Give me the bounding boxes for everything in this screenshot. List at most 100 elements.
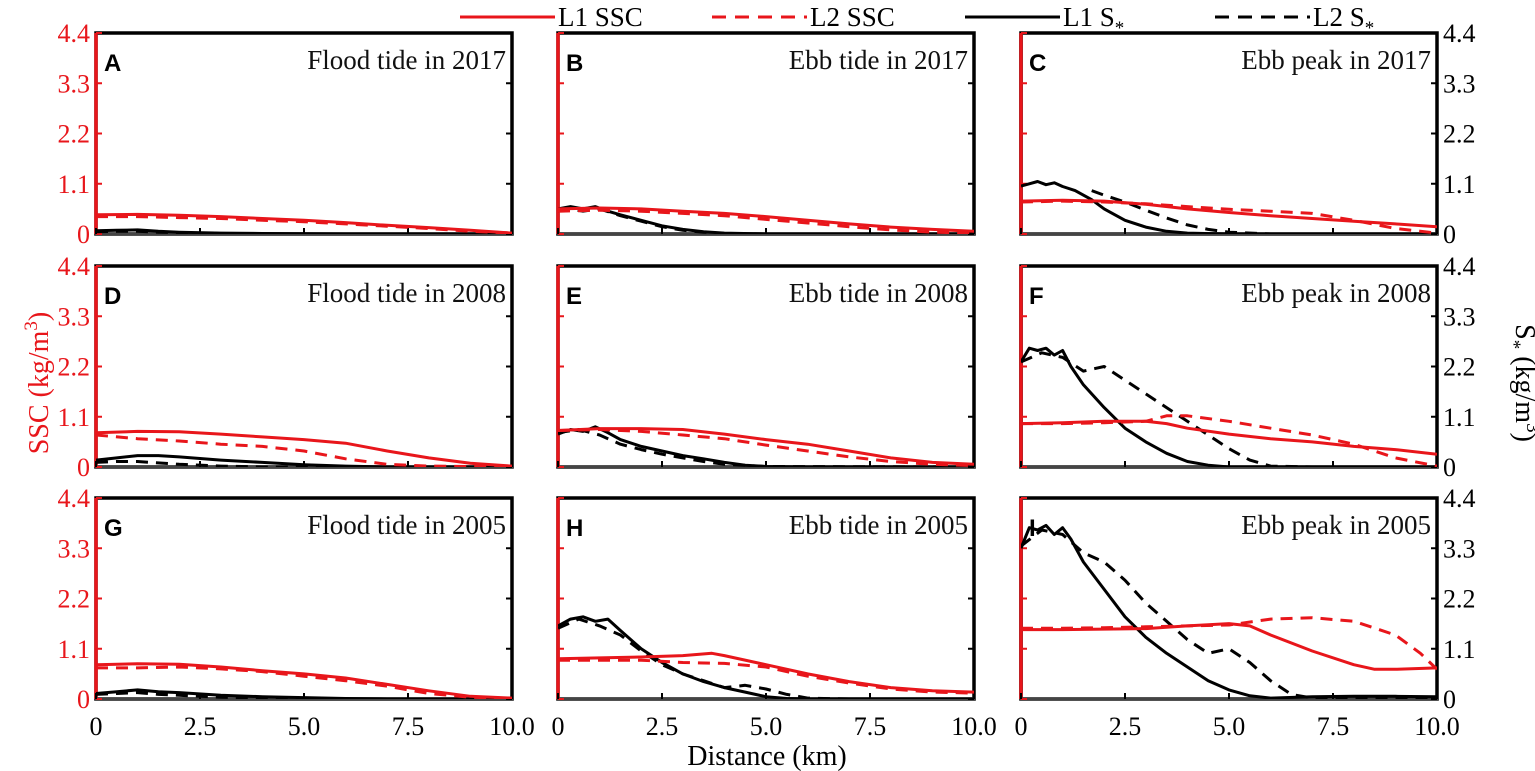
x-tick-label: 0: [552, 712, 565, 741]
y-tick-label-right: 1.1: [1443, 403, 1476, 432]
y-tick-label-right: 4.4: [1443, 252, 1476, 281]
panel-letter: A: [104, 50, 121, 77]
series-l1-sstar: [1021, 180, 1437, 234]
series-l2-ssc: [558, 208, 974, 234]
x-tick-label: 7.5: [1317, 712, 1350, 741]
x-tick-label: 2.5: [1109, 712, 1142, 741]
y-tick-label-right: 3.3: [1443, 302, 1476, 331]
panel-title: Ebb tide in 2005: [789, 510, 968, 540]
series-l2-sstar: [1021, 528, 1437, 699]
series-l2-sstar: [96, 229, 512, 234]
x-tick-label: 7.5: [854, 712, 887, 741]
panel-title: Ebb peak in 2005: [1241, 510, 1431, 540]
legend-label: L2 S*: [1313, 2, 1374, 39]
series-l2-sstar: [558, 617, 974, 699]
y-tick-label-right: 2.2: [1443, 353, 1476, 382]
y-tick-label-left: 2.2: [58, 120, 91, 149]
x-tick-label: 0: [1015, 712, 1028, 741]
series-l1-ssc: [96, 212, 512, 234]
series-l1-ssc: [96, 662, 512, 699]
y-tick-label-right: 2.2: [1443, 585, 1476, 614]
legend-label: L1 SSC: [558, 2, 643, 32]
series-l2-ssc: [96, 665, 512, 699]
y-tick-label-right: 4.4: [1443, 484, 1476, 513]
panel-letter: C: [1029, 50, 1046, 77]
series-l1-ssc: [558, 427, 974, 466]
y-tick-label-left: 0: [77, 220, 90, 249]
y-tick-label-right: 1.1: [1443, 635, 1476, 664]
panels: 0 1.1 2.2 3.3 4.4 A Flood tide in 2017 B Ebb tid…: [58, 19, 1476, 741]
y-tick-label-right: 2.2: [1443, 120, 1476, 149]
series-l1-sstar: [1021, 346, 1437, 467]
x-axis-title: Distance (km): [687, 741, 846, 771]
panel-h: 0 2.5 5.0 7.5 10.0 H Ebb tide in 2005: [552, 496, 997, 741]
x-tick-label: 2.5: [646, 712, 679, 741]
y-tick-label-left: 4.4: [58, 252, 91, 281]
series-l1-sstar: [1021, 523, 1437, 699]
series-l2-sstar: [96, 460, 512, 467]
panel-letter: B: [566, 50, 583, 77]
series-l2-ssc: [558, 428, 974, 467]
panel-title: Flood tide in 2017: [307, 45, 506, 75]
panel-letter: F: [1029, 283, 1044, 310]
series-l1-ssc: [96, 429, 512, 467]
panel-i: 0 1.1 2.2 3.3 4.4 0 2.5 5.0 7.5 10.0 I Ebb peak in …: [1015, 484, 1476, 741]
panel-title: Flood tide in 2008: [307, 278, 506, 308]
x-tick-label: 10.0: [489, 712, 535, 741]
y-tick-label-left: 3.3: [58, 534, 91, 563]
panel-letter: I: [1029, 515, 1036, 542]
panel-b: B Ebb tide in 2017: [556, 31, 976, 236]
y-tick-label-left: 0: [77, 453, 90, 482]
panel-a: 0 1.1 2.2 3.3 4.4 A Flood tide in 2017: [58, 19, 514, 249]
series-l1-ssc: [558, 651, 974, 694]
y-tick-label-left: 4.4: [58, 19, 91, 48]
y-tick-label-left: 0: [77, 685, 90, 714]
panel-f: 0 1.1 2.2 3.3 4.4 F Ebb peak in 2008: [1019, 252, 1476, 482]
y-tick-label-right: 3.3: [1443, 534, 1476, 563]
x-tick-label: 0: [90, 712, 103, 741]
x-tick-label: 7.5: [392, 712, 425, 741]
x-tick-label: 10.0: [951, 712, 997, 741]
x-tick-label: 2.5: [184, 712, 217, 741]
panel-title: Ebb peak in 2017: [1241, 45, 1431, 75]
panel-e: E Ebb tide in 2008: [556, 264, 976, 469]
panel-letter: D: [104, 283, 121, 310]
legend: L1 SSC L2 SSC L1 S* L2 S*: [460, 2, 1374, 39]
series-l2-ssc: [1021, 616, 1437, 671]
y-tick-label-left: 2.2: [58, 353, 91, 382]
series-l1-ssc: [1021, 419, 1437, 456]
series-l2-ssc: [96, 433, 512, 467]
y-tick-label-left: 1.1: [58, 403, 91, 432]
series-l1-ssc: [1021, 198, 1437, 229]
panel-c: 0 1.1 2.2 3.3 4.4 C Ebb peak in 2017: [1019, 19, 1476, 249]
series-l1-ssc: [1021, 622, 1437, 671]
y-tick-label-left: 3.3: [58, 69, 91, 98]
panel-letter: H: [566, 515, 583, 542]
legend-label: L2 SSC: [810, 2, 895, 32]
panel-d: 0 1.1 2.2 3.3 4.4 D Flood tide in 2008: [58, 252, 514, 482]
y-tick-label-right: 0: [1443, 220, 1456, 249]
x-tick-label: 5.0: [288, 712, 321, 741]
series-l2-sstar: [96, 691, 512, 699]
y-axis-title-right: S* (kg/m3): [1503, 324, 1535, 442]
series-l1-ssc: [558, 206, 974, 233]
x-tick-label: 5.0: [750, 712, 783, 741]
series-l2-sstar: [1091, 189, 1437, 234]
y-tick-label-right: 4.4: [1443, 19, 1476, 48]
y-tick-label-right: 3.3: [1443, 69, 1476, 98]
panel-title: Ebb tide in 2017: [789, 45, 968, 75]
x-tick-label: 10.0: [1414, 712, 1460, 741]
legend-label: L1 S*: [1063, 2, 1124, 39]
panel-title: Ebb tide in 2008: [789, 278, 968, 308]
series-l2-sstar: [1021, 351, 1437, 467]
y-tick-label-left: 1.1: [58, 170, 91, 199]
y-tick-label-left: 1.1: [58, 635, 91, 664]
y-tick-label-right: 0: [1443, 453, 1456, 482]
panel-letter: E: [566, 283, 582, 310]
panel-title: Ebb peak in 2008: [1241, 278, 1431, 308]
series-l2-sstar: [558, 428, 974, 467]
y-axis-title-left: SSC (kg/m3): [21, 312, 55, 455]
panel-g: 0 1.1 2.2 3.3 4.4 0 2.5 5.0 7.5 10.0 G Flood tide i…: [58, 484, 535, 741]
y-tick-label-left: 3.3: [58, 302, 91, 331]
